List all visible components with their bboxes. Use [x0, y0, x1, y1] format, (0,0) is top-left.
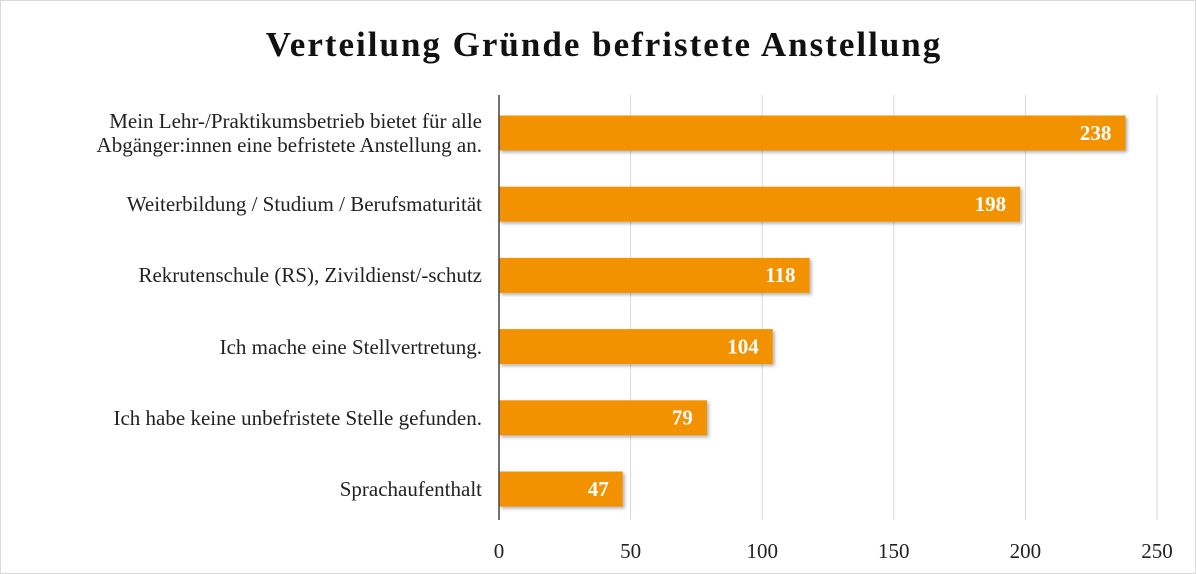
y-tick-label: Rekrutenschule (RS), Zivildienst/-schutz: [138, 263, 482, 288]
value-label: 238: [1080, 121, 1112, 145]
y-tick-label-box: Sprachaufenthalt: [339, 476, 482, 501]
y-tick-label: Ich habe keine unbefristete Stelle gefun…: [113, 405, 482, 430]
x-tick-label: 250: [1141, 539, 1173, 563]
value-label: 118: [765, 263, 795, 287]
x-tick-label: 0: [494, 539, 505, 563]
value-label: 104: [727, 334, 759, 358]
bar: [499, 257, 810, 293]
bar: [499, 471, 623, 507]
y-tick-label-box: Ich habe keine unbefristete Stelle gefun…: [113, 405, 482, 430]
value-label: 198: [975, 192, 1007, 216]
value-label: 79: [672, 406, 693, 430]
y-tick-label: Mein Lehr-/Praktikumsbetrieb bietet für …: [96, 108, 482, 157]
value-label: 47: [588, 477, 609, 501]
x-tick-label: 100: [746, 539, 778, 563]
y-tick-label-box: Ich mache eine Stellvertretung.: [219, 334, 482, 359]
x-tick-label: 50: [620, 539, 641, 563]
y-tick-label-box: Mein Lehr-/Praktikumsbetrieb bietet für …: [96, 108, 482, 157]
bar: [499, 329, 773, 365]
x-tick-label: 150: [878, 539, 910, 563]
y-tick-label: Ich mache eine Stellvertretung.: [219, 334, 482, 359]
chart-title: Verteilung Gründe befristete Anstellung: [266, 25, 943, 64]
bar: [499, 400, 707, 436]
bar: [499, 115, 1126, 151]
y-tick-label: Weiterbildung / Studium / Berufsmaturitä…: [126, 192, 482, 217]
bar: [499, 186, 1021, 222]
x-tick-label: 200: [1010, 539, 1042, 563]
y-tick-label-box: Rekrutenschule (RS), Zivildienst/-schutz: [138, 263, 482, 288]
y-tick-label-box: Weiterbildung / Studium / Berufsmaturitä…: [126, 192, 482, 217]
y-tick-label: Sprachaufenthalt: [339, 476, 482, 501]
